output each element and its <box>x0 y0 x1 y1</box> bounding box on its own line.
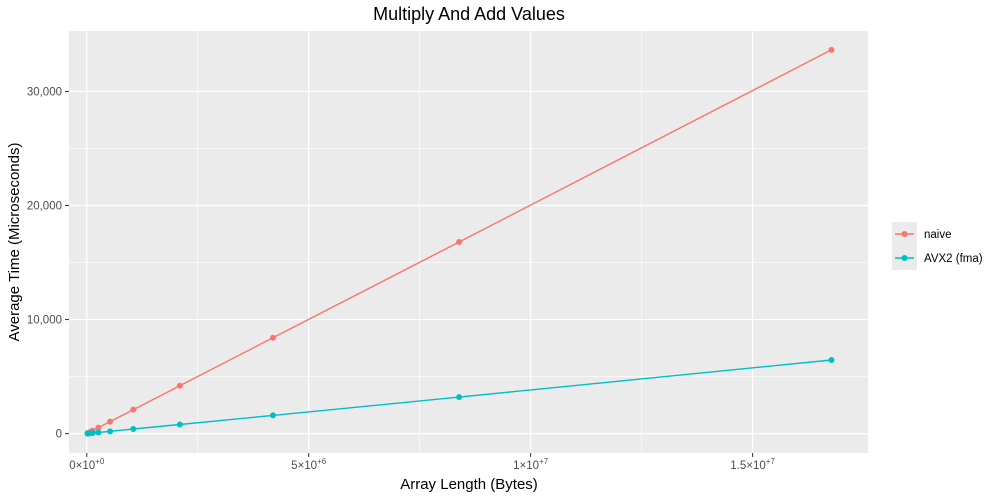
data-point <box>828 46 835 53</box>
legend-key-point <box>901 231 908 237</box>
data-point <box>269 412 276 419</box>
data-point <box>130 426 137 433</box>
x-tick-label: 5×10+6 <box>291 457 327 472</box>
y-tick-label: 20,000 <box>27 201 62 213</box>
x-tick-label: 0×10+0 <box>69 457 105 472</box>
x-axis-title: Array Length (Bytes) <box>400 476 538 493</box>
series-points <box>84 46 835 437</box>
y-axis-title: Average Time (Microseconds) <box>6 143 23 342</box>
y-tick-label: 0 <box>56 429 62 441</box>
x-axis-ticks: 0×10+0 5×10+6 1×10+7 1.5×10+7 <box>69 453 775 472</box>
data-point <box>95 424 102 431</box>
data-point <box>107 418 114 425</box>
y-tick-label: 30,000 <box>27 86 62 98</box>
data-point <box>269 334 276 341</box>
data-point <box>456 239 463 245</box>
data-point <box>828 357 835 364</box>
chart-title: Multiply And Add Values <box>373 4 565 24</box>
data-point <box>89 430 96 437</box>
data-point <box>130 406 137 413</box>
data-point <box>176 382 183 389</box>
data-point <box>176 421 183 428</box>
x-tick-label: 1.5×10+7 <box>730 457 775 472</box>
major-gridlines <box>69 31 868 453</box>
legend-key-point <box>901 255 908 261</box>
legend-label: AVX2 (fma) <box>924 253 983 265</box>
legend: naive AVX2 (fma) <box>892 222 983 270</box>
x-tick-label: 1×10+7 <box>513 457 549 472</box>
data-point <box>95 429 102 436</box>
y-tick-label: 10,000 <box>27 315 62 327</box>
data-point <box>107 428 114 435</box>
data-point <box>456 394 463 401</box>
minor-gridlines <box>69 31 868 453</box>
y-axis-ticks: 0 10,000 20,000 30,000 <box>27 86 69 441</box>
plot-panel <box>69 31 868 453</box>
legend-label: naive <box>924 229 952 241</box>
